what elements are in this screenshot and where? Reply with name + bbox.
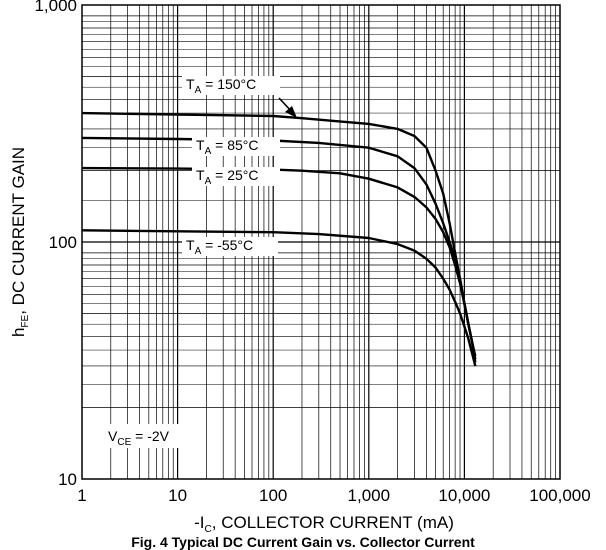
series-label-background: [182, 237, 278, 256]
x-axis-title-main: -I: [194, 513, 204, 532]
series-label-2: TA = 25°C: [192, 167, 280, 187]
x-axis-title: -IC, COLLECTOR CURRENT (mA): [194, 513, 454, 534]
series-label-subscript: A: [205, 146, 212, 157]
series-label-background: [182, 76, 280, 95]
condition-annotation-text: VCE = -2V: [108, 428, 170, 448]
condition-subscript: CE: [117, 437, 131, 448]
series-label-layer: TA = 150°CTA = 85°CTA = 25°CTA = -55°C: [182, 76, 297, 257]
series-label-3: TA = -55°C: [182, 237, 278, 257]
series-label-rest: = -55°C: [201, 237, 253, 253]
series-label-main: T: [186, 76, 195, 92]
series-label-background: [192, 167, 280, 186]
series-label-text: TA = 25°C: [196, 167, 258, 187]
series-label-text: TA = 85°C: [196, 137, 258, 157]
series-label-rest: = 150°C: [201, 76, 256, 92]
y-axis-title: hFE, DC CURRENT GAIN: [9, 147, 31, 337]
chart-background: [0, 0, 606, 534]
x-tick-label: 100: [259, 486, 287, 505]
series-label-text: TA = -55°C: [186, 237, 253, 257]
series-label-1: TA = 85°C: [192, 137, 280, 157]
series-label-background: [192, 137, 280, 156]
x-tick-label: 100,000: [529, 486, 590, 505]
series-label-subscript: A: [195, 85, 202, 96]
leader-arrowhead: [285, 106, 297, 118]
plot-frame: [81, 4, 561, 480]
label-leader-arrow: [278, 97, 297, 118]
series-label-main: T: [186, 237, 195, 253]
y-tick-label: 10: [58, 470, 77, 489]
series-line-3: [81, 229, 477, 367]
x-tick-label: 10,000: [438, 486, 490, 505]
x-axis-title-rest: , COLLECTOR CURRENT (mA): [212, 513, 454, 532]
series-label-rest: = 25°C: [211, 167, 258, 183]
series-layer: [81, 111, 477, 367]
series-label-0: TA = 150°C: [182, 76, 280, 96]
x-tick-label: 1,000: [348, 486, 391, 505]
y-axis-title-subscript: FE: [20, 314, 31, 327]
series-line-2: [81, 166, 477, 363]
condition-annotation-background: [103, 424, 183, 448]
x-tick-label: 10: [168, 486, 187, 505]
y-axis-title-rest: , DC CURRENT GAIN: [9, 147, 28, 315]
grid: [82, 5, 560, 479]
x-axis-title-subscript: C: [205, 524, 212, 534]
condition-main: V: [108, 428, 118, 444]
y-axis-title-main: h: [9, 328, 28, 337]
series-label-rest: = 85°C: [211, 137, 258, 153]
series-label-subscript: A: [205, 176, 212, 187]
x-tick-label: 1: [77, 486, 86, 505]
condition-rest: = -2V: [131, 428, 169, 444]
series-label-text: TA = 150°C: [186, 76, 256, 96]
series-label-subscript: A: [195, 246, 202, 257]
series-label-main: T: [196, 167, 205, 183]
y-tick-label: 1,000: [34, 0, 77, 15]
series-label-main: T: [196, 137, 205, 153]
y-tick-label: 100: [49, 233, 77, 252]
condition-annotation: VCE = -2V: [103, 424, 183, 448]
figure-caption: Fig. 4 Typical DC Current Gain vs. Colle…: [131, 534, 475, 550]
